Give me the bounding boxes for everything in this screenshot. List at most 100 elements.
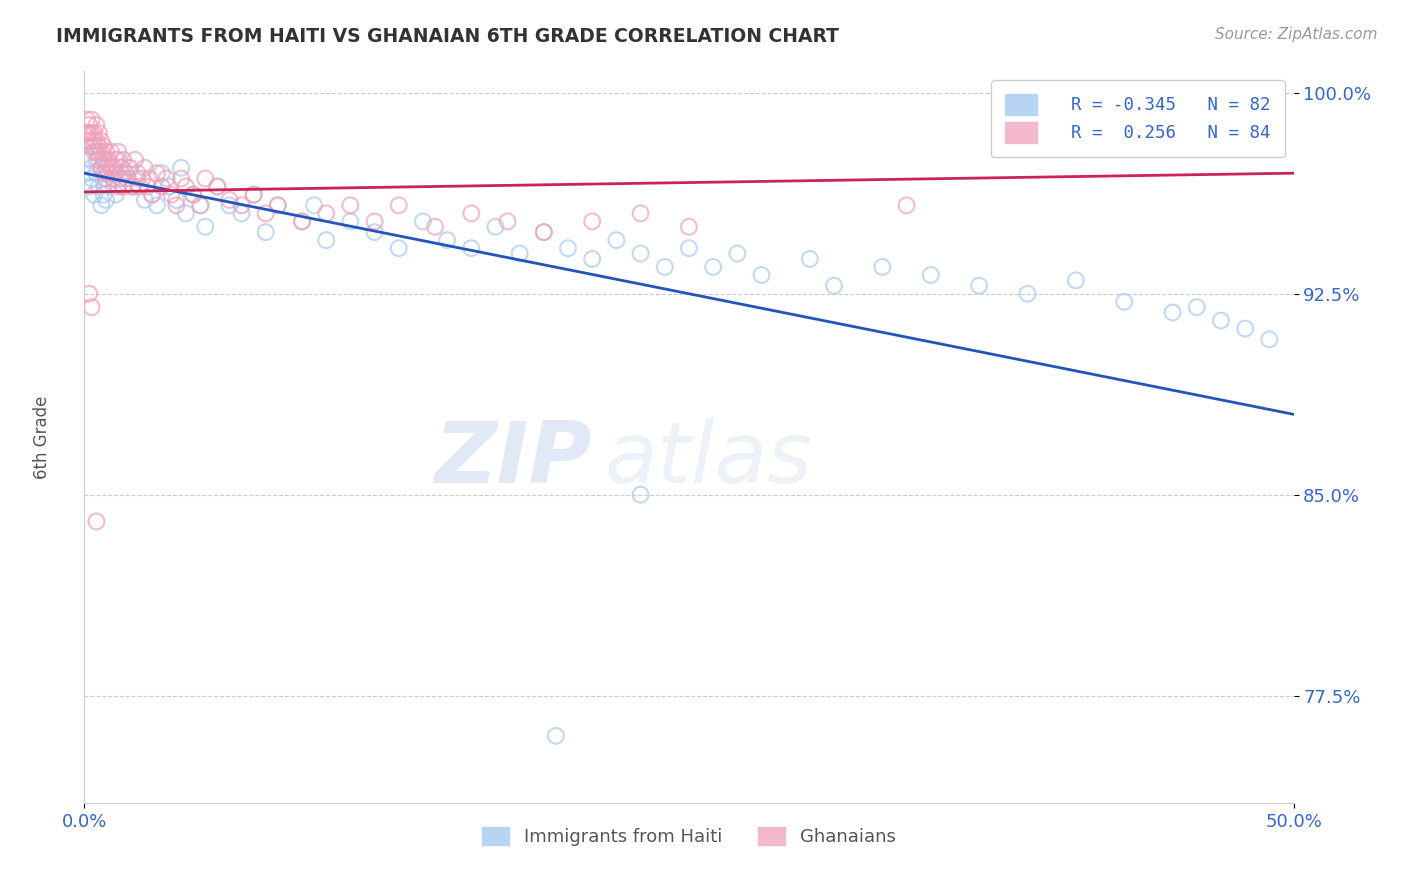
- Point: [218, 198, 240, 212]
- Point: [83, 145, 105, 159]
- Point: [77, 126, 100, 140]
- Point: [315, 233, 337, 247]
- Point: [100, 161, 122, 175]
- Point: [124, 153, 146, 167]
- Text: Source: ZipAtlas.com: Source: ZipAtlas.com: [1215, 27, 1378, 42]
- Point: [170, 171, 193, 186]
- Point: [254, 225, 277, 239]
- Point: [207, 179, 229, 194]
- Point: [86, 153, 108, 167]
- Point: [146, 198, 169, 212]
- Point: [97, 153, 120, 167]
- Point: [339, 198, 361, 212]
- Point: [80, 171, 103, 186]
- Point: [114, 171, 136, 186]
- Point: [141, 187, 163, 202]
- Point: [363, 225, 385, 239]
- Point: [112, 153, 135, 167]
- Point: [1161, 305, 1184, 319]
- Point: [107, 153, 129, 167]
- Point: [267, 198, 290, 212]
- Point: [90, 198, 112, 212]
- Point: [77, 118, 100, 132]
- Point: [267, 198, 290, 212]
- Point: [302, 198, 325, 212]
- Point: [129, 179, 152, 194]
- Point: [120, 161, 142, 175]
- Point: [388, 198, 411, 212]
- Point: [1258, 332, 1281, 346]
- Point: [242, 187, 264, 202]
- Point: [77, 134, 100, 148]
- Point: [90, 161, 112, 175]
- Point: [823, 278, 845, 293]
- Point: [678, 219, 700, 234]
- Point: [104, 153, 127, 167]
- Point: [77, 286, 100, 301]
- Point: [436, 233, 458, 247]
- Point: [76, 112, 98, 127]
- Point: [104, 187, 127, 202]
- Point: [80, 112, 103, 127]
- Legend: Immigrants from Haiti, Ghanaians: Immigrants from Haiti, Ghanaians: [475, 820, 903, 854]
- Point: [181, 187, 204, 202]
- Point: [100, 161, 122, 175]
- Point: [509, 246, 531, 260]
- Point: [363, 214, 385, 228]
- Point: [630, 488, 652, 502]
- Point: [93, 166, 115, 180]
- Point: [190, 198, 212, 212]
- Point: [77, 179, 100, 194]
- Point: [76, 126, 98, 140]
- Point: [150, 179, 173, 194]
- Point: [94, 171, 117, 186]
- Point: [127, 171, 149, 186]
- Point: [194, 171, 217, 186]
- Text: 6th Grade: 6th Grade: [32, 395, 51, 479]
- Point: [80, 139, 103, 153]
- Point: [86, 166, 108, 180]
- Point: [170, 161, 193, 175]
- Point: [460, 241, 482, 255]
- Point: [94, 145, 117, 159]
- Point: [112, 179, 135, 194]
- Point: [121, 179, 143, 194]
- Point: [112, 179, 135, 194]
- Point: [291, 214, 314, 228]
- Point: [242, 187, 264, 202]
- Point: [107, 145, 129, 159]
- Point: [174, 206, 197, 220]
- Point: [86, 118, 108, 132]
- Point: [97, 166, 120, 180]
- Point: [86, 515, 108, 529]
- Text: ZIP: ZIP: [434, 417, 592, 500]
- Point: [77, 153, 100, 167]
- Point: [94, 193, 117, 207]
- Point: [90, 145, 112, 159]
- Point: [93, 153, 115, 167]
- Point: [231, 198, 253, 212]
- Point: [93, 187, 115, 202]
- Point: [86, 134, 108, 148]
- Point: [117, 171, 139, 186]
- Point: [90, 134, 112, 148]
- Point: [557, 241, 579, 255]
- Point: [127, 166, 149, 180]
- Point: [80, 300, 103, 314]
- Point: [114, 166, 136, 180]
- Point: [103, 171, 125, 186]
- Point: [160, 187, 183, 202]
- Point: [97, 179, 120, 194]
- Point: [872, 260, 894, 274]
- Point: [630, 246, 652, 260]
- Point: [581, 252, 603, 266]
- Point: [93, 139, 115, 153]
- Point: [104, 166, 127, 180]
- Point: [751, 268, 773, 282]
- Point: [654, 260, 676, 274]
- Point: [134, 161, 156, 175]
- Point: [194, 219, 217, 234]
- Point: [134, 193, 156, 207]
- Point: [533, 225, 555, 239]
- Point: [107, 179, 129, 194]
